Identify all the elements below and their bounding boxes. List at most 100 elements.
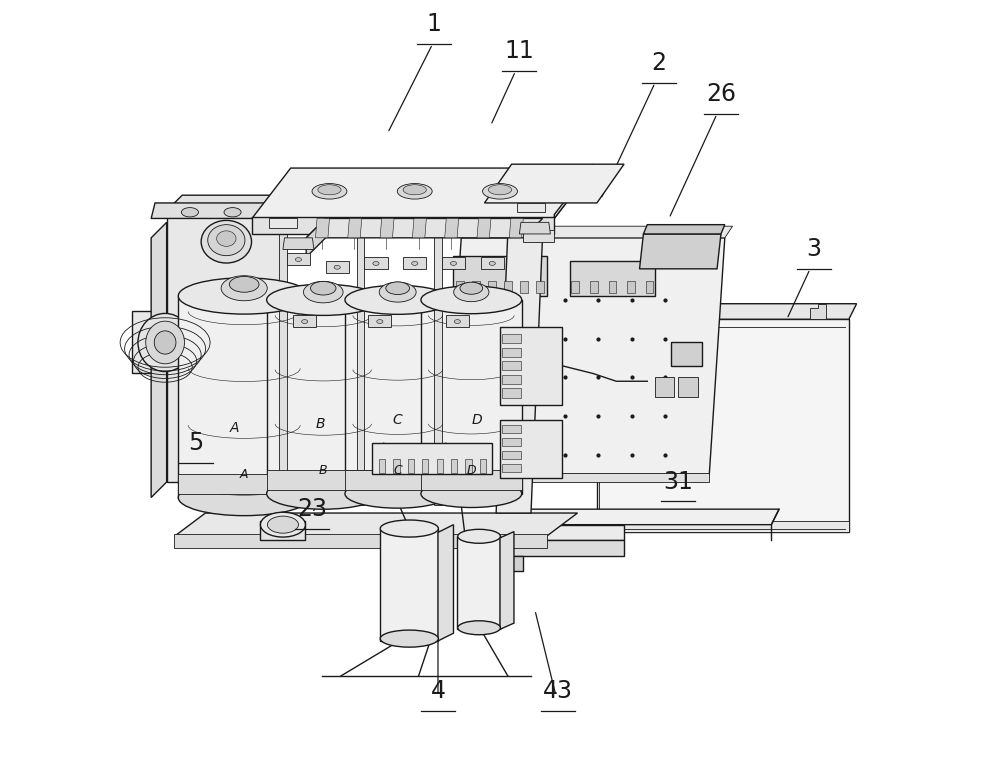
Ellipse shape (267, 284, 380, 315)
Polygon shape (484, 164, 624, 203)
Polygon shape (326, 261, 349, 273)
Polygon shape (508, 540, 624, 555)
Ellipse shape (458, 529, 500, 543)
Polygon shape (671, 342, 702, 366)
Ellipse shape (483, 184, 517, 199)
Ellipse shape (303, 282, 343, 303)
Polygon shape (412, 219, 426, 238)
Bar (422, 459, 428, 473)
Ellipse shape (421, 480, 522, 507)
Polygon shape (446, 473, 709, 482)
Ellipse shape (377, 320, 383, 324)
Polygon shape (517, 203, 545, 212)
Polygon shape (477, 219, 491, 238)
Bar (488, 281, 496, 293)
Ellipse shape (178, 479, 310, 516)
Polygon shape (267, 300, 380, 494)
Ellipse shape (345, 286, 450, 314)
Ellipse shape (380, 630, 438, 647)
Bar (178, 475, 310, 494)
Polygon shape (421, 300, 522, 494)
Text: 2: 2 (651, 51, 666, 75)
Bar (571, 281, 579, 293)
Ellipse shape (318, 184, 341, 194)
Ellipse shape (201, 220, 252, 263)
Polygon shape (252, 217, 554, 234)
Text: 1: 1 (427, 12, 442, 37)
Polygon shape (306, 219, 326, 258)
Polygon shape (508, 524, 624, 540)
Polygon shape (500, 327, 562, 405)
Ellipse shape (229, 276, 259, 293)
Polygon shape (453, 256, 547, 296)
Bar (465, 459, 472, 473)
Polygon shape (364, 258, 388, 269)
Bar (345, 471, 450, 490)
Ellipse shape (454, 282, 489, 302)
Ellipse shape (460, 282, 483, 294)
Bar (502, 375, 521, 384)
Polygon shape (446, 238, 725, 475)
Polygon shape (588, 303, 606, 327)
Polygon shape (368, 315, 391, 327)
Polygon shape (457, 536, 500, 629)
Bar (421, 471, 522, 490)
Text: A: A (240, 468, 248, 481)
Ellipse shape (178, 278, 310, 314)
Polygon shape (354, 219, 382, 228)
Polygon shape (597, 303, 857, 319)
Ellipse shape (217, 231, 236, 247)
Polygon shape (461, 226, 733, 238)
Polygon shape (151, 223, 167, 498)
Ellipse shape (334, 265, 340, 269)
Bar (379, 459, 385, 473)
Polygon shape (380, 219, 394, 238)
Bar (502, 348, 521, 357)
Polygon shape (496, 234, 543, 513)
Polygon shape (372, 443, 492, 475)
Ellipse shape (221, 275, 267, 301)
Bar (609, 281, 616, 293)
Polygon shape (315, 219, 329, 238)
Polygon shape (500, 420, 562, 478)
Bar (502, 334, 521, 343)
Ellipse shape (488, 184, 512, 194)
Bar (627, 281, 635, 293)
Polygon shape (293, 315, 316, 327)
Bar (646, 281, 653, 293)
Polygon shape (570, 261, 655, 296)
Ellipse shape (146, 321, 184, 364)
Ellipse shape (412, 261, 418, 265)
Bar (502, 426, 521, 433)
Polygon shape (151, 203, 271, 219)
Ellipse shape (295, 258, 302, 261)
Polygon shape (508, 509, 779, 524)
Ellipse shape (181, 208, 198, 217)
Polygon shape (174, 513, 578, 536)
Ellipse shape (208, 225, 245, 256)
Ellipse shape (421, 286, 522, 314)
Polygon shape (438, 524, 453, 641)
Polygon shape (403, 258, 426, 269)
Polygon shape (345, 300, 450, 494)
Bar (502, 464, 521, 472)
Bar (502, 361, 521, 370)
Ellipse shape (260, 512, 305, 537)
Polygon shape (597, 319, 849, 532)
Polygon shape (445, 219, 459, 238)
Ellipse shape (312, 184, 347, 199)
Polygon shape (167, 211, 283, 482)
Ellipse shape (458, 621, 500, 635)
Polygon shape (508, 555, 523, 571)
Polygon shape (500, 531, 514, 629)
Polygon shape (519, 223, 550, 234)
Polygon shape (523, 230, 554, 242)
Ellipse shape (154, 331, 176, 354)
Polygon shape (554, 164, 593, 219)
Polygon shape (446, 315, 469, 327)
Polygon shape (306, 219, 543, 238)
Text: 23: 23 (297, 497, 327, 520)
Ellipse shape (224, 208, 241, 217)
Polygon shape (643, 225, 725, 234)
Bar (502, 388, 521, 398)
